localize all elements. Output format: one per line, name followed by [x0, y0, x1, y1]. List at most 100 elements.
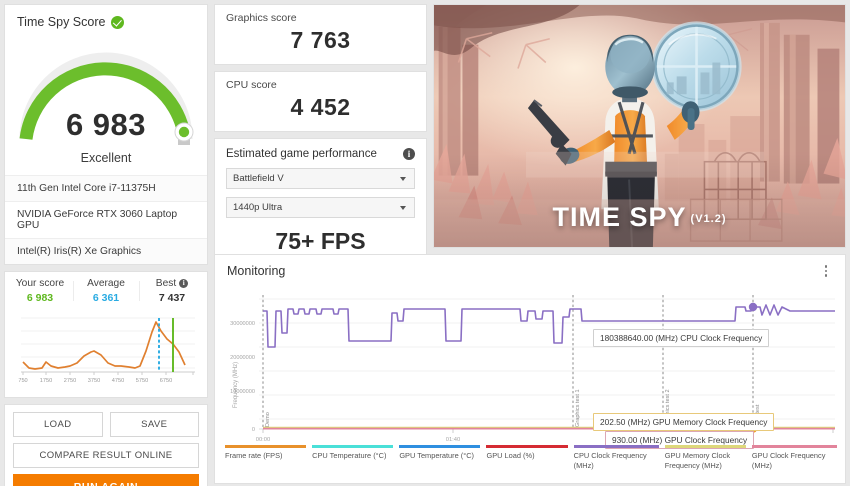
- your-score-column: Your score 6 983: [7, 278, 73, 304]
- cpu-score-label: CPU score: [226, 79, 277, 91]
- legend-swatch: [573, 445, 659, 448]
- svg-text:6750: 6750: [160, 378, 172, 384]
- score-value: 6 983: [65, 107, 147, 142]
- score-gauge: 6 983: [5, 31, 207, 159]
- hero-version: (V1.2): [690, 213, 727, 225]
- hardware-igpu: Intel(R) Iris(R) Xe Graphics: [5, 238, 207, 264]
- score-comparison-card: Your score 6 983 Average 6 361 Best i 7 …: [4, 271, 208, 398]
- svg-text:Frequency (MHz): Frequency (MHz): [233, 362, 239, 408]
- game-select[interactable]: Battlefield V: [226, 168, 415, 189]
- left-column: Time Spy Score 6 983 Excellent 11th Gen …: [4, 4, 208, 486]
- hardware-cpu: 11th Gen Intel Core i7-11375H: [5, 175, 207, 201]
- hero-title-text: TIME SPY: [552, 202, 687, 232]
- legend-label: GPU Load (%): [486, 451, 535, 460]
- right-column: TIME SPY (V1.2): [433, 4, 846, 486]
- compare-row: COMPARE RESULT ONLINE: [13, 443, 199, 468]
- estimated-header: Estimated game performance i: [226, 148, 415, 160]
- legend-item-frame-rate: Frame rate (FPS): [225, 445, 312, 471]
- tooltip-gpu-memory-clock: 202.50 (MHz) GPU Memory Clock Frequency: [593, 413, 775, 431]
- chevron-down-icon: [400, 176, 406, 181]
- monitoring-legend: Frame rate (FPS) CPU Temperature (°C) GP…: [225, 445, 843, 471]
- legend-item-cpu-clock-frequency: CPU Clock Frequency (MHz): [573, 445, 665, 471]
- your-score-value: 6 983: [26, 292, 54, 304]
- monitoring-card: Monitoring 30000000 20000000: [214, 254, 846, 484]
- legend-label: GPU Clock Frequency (MHz): [751, 451, 826, 470]
- legend-label: GPU Temperature (°C): [399, 451, 475, 460]
- svg-text:2750: 2750: [64, 378, 76, 384]
- svg-text:30000000: 30000000: [230, 321, 255, 327]
- legend-item-gpu-memory-clock-frequency: GPU Memory Clock Frequency (MHz): [664, 445, 752, 471]
- svg-text:3750: 3750: [88, 378, 100, 384]
- run-again-button[interactable]: RUN AGAIN: [13, 474, 199, 486]
- middle-column: Graphics score 7 763 CPU score 4 452 Est…: [214, 4, 427, 486]
- monitoring-chart: 30000000 20000000 10000000 0 Frequency (…: [215, 281, 847, 481]
- time-spy-hero-image: TIME SPY (V1.2): [433, 4, 846, 248]
- hardware-gpu: NVIDIA GeForce RTX 3060 Laptop GPU: [5, 201, 207, 238]
- svg-text:Demo: Demo: [265, 412, 271, 427]
- preset-select-value: 1440p Ultra: [233, 202, 283, 213]
- comparison-headers: Your score 6 983 Average 6 361 Best i 7 …: [5, 272, 207, 308]
- legend-item-cpu-temperature: CPU Temperature (°C): [312, 445, 399, 471]
- graphics-score-value: 7 763: [290, 27, 351, 53]
- graphics-score-card: Graphics score 7 763: [214, 4, 427, 65]
- cpu-score-value: 4 452: [290, 94, 351, 120]
- best-score-value: 7 437: [158, 292, 186, 304]
- graphics-score-label: Graphics score: [226, 12, 297, 24]
- mirror-prop: [651, 21, 742, 112]
- average-score-label: Average: [87, 278, 125, 289]
- legend-swatch: [486, 445, 568, 448]
- estimated-game-performance-card: Estimated game performance i Battlefield…: [214, 138, 427, 268]
- score-distribution-chart: 750 1750 2750 3750 4750 5750 6750: [5, 308, 207, 397]
- game-select-value: Battlefield V: [233, 173, 284, 184]
- score-rating: Excellent: [80, 151, 132, 165]
- estimated-fps-value: 75+ FPS: [275, 228, 366, 254]
- svg-text:01:40: 01:40: [446, 437, 461, 443]
- svg-text:00:00: 00:00: [256, 437, 271, 443]
- monitoring-header: Monitoring: [215, 255, 845, 281]
- time-spy-score-card: Time Spy Score 6 983 Excellent 11th Gen …: [4, 4, 208, 265]
- load-save-row: LOAD SAVE: [13, 412, 199, 437]
- load-button[interactable]: LOAD: [13, 412, 103, 437]
- average-score-column: Average 6 361: [73, 278, 139, 304]
- action-buttons-card: LOAD SAVE COMPARE RESULT ONLINE RUN AGAI…: [4, 404, 208, 486]
- hero-title: TIME SPY (V1.2): [434, 202, 845, 233]
- info-icon[interactable]: i: [179, 279, 189, 288]
- preset-select[interactable]: 1440p Ultra: [226, 197, 415, 218]
- legend-swatch: [664, 445, 746, 448]
- monitoring-title: Monitoring: [227, 264, 286, 278]
- best-score-label: Best i: [139, 278, 205, 289]
- legend-swatch: [751, 445, 837, 448]
- legend-swatch: [225, 445, 307, 448]
- distribution-plot: 750 1750 2750 3750 4750 5750 6750: [18, 317, 195, 384]
- best-score-column: Best i 7 437: [139, 278, 205, 304]
- tooltip-gpu-clock: 930.00 (MHz) GPU Clock Frequency: [605, 431, 755, 449]
- estimated-title: Estimated game performance: [226, 148, 377, 160]
- average-score-value: 6 361: [92, 292, 120, 304]
- legend-swatch: [312, 445, 394, 448]
- svg-text:Graphics test 2: Graphics test 2: [665, 389, 671, 427]
- kebab-menu-icon[interactable]: [819, 263, 833, 279]
- hardware-list: 11th Gen Intel Core i7-11375H NVIDIA GeF…: [5, 175, 207, 264]
- svg-text:Graphics test 1: Graphics test 1: [575, 389, 581, 427]
- compare-result-online-button[interactable]: COMPARE RESULT ONLINE: [13, 443, 199, 468]
- legend-label: GPU Memory Clock Frequency (MHz): [664, 451, 731, 470]
- score-header: Time Spy Score: [5, 13, 207, 29]
- legend-label: Frame rate (FPS): [225, 451, 283, 460]
- hero-artwork: [434, 5, 845, 247]
- legend-item-gpu-temperature: GPU Temperature (°C): [399, 445, 486, 471]
- svg-text:5750: 5750: [136, 378, 148, 384]
- info-icon[interactable]: i: [403, 148, 415, 160]
- best-score-label-text: Best: [155, 278, 177, 289]
- gauge-arc: [19, 52, 194, 145]
- legend-item-gpu-load: GPU Load (%): [486, 445, 573, 471]
- legend-label: CPU Temperature (°C): [312, 451, 387, 460]
- your-score-label: Your score: [15, 278, 65, 289]
- svg-text:20000000: 20000000: [230, 355, 255, 361]
- save-button[interactable]: SAVE: [109, 412, 199, 437]
- svg-text:0: 0: [252, 427, 255, 433]
- cpu-score-card: CPU score 4 452: [214, 71, 427, 132]
- svg-text:4750: 4750: [112, 378, 124, 384]
- score-title: Time Spy Score: [17, 15, 106, 29]
- svg-text:1750: 1750: [40, 378, 52, 384]
